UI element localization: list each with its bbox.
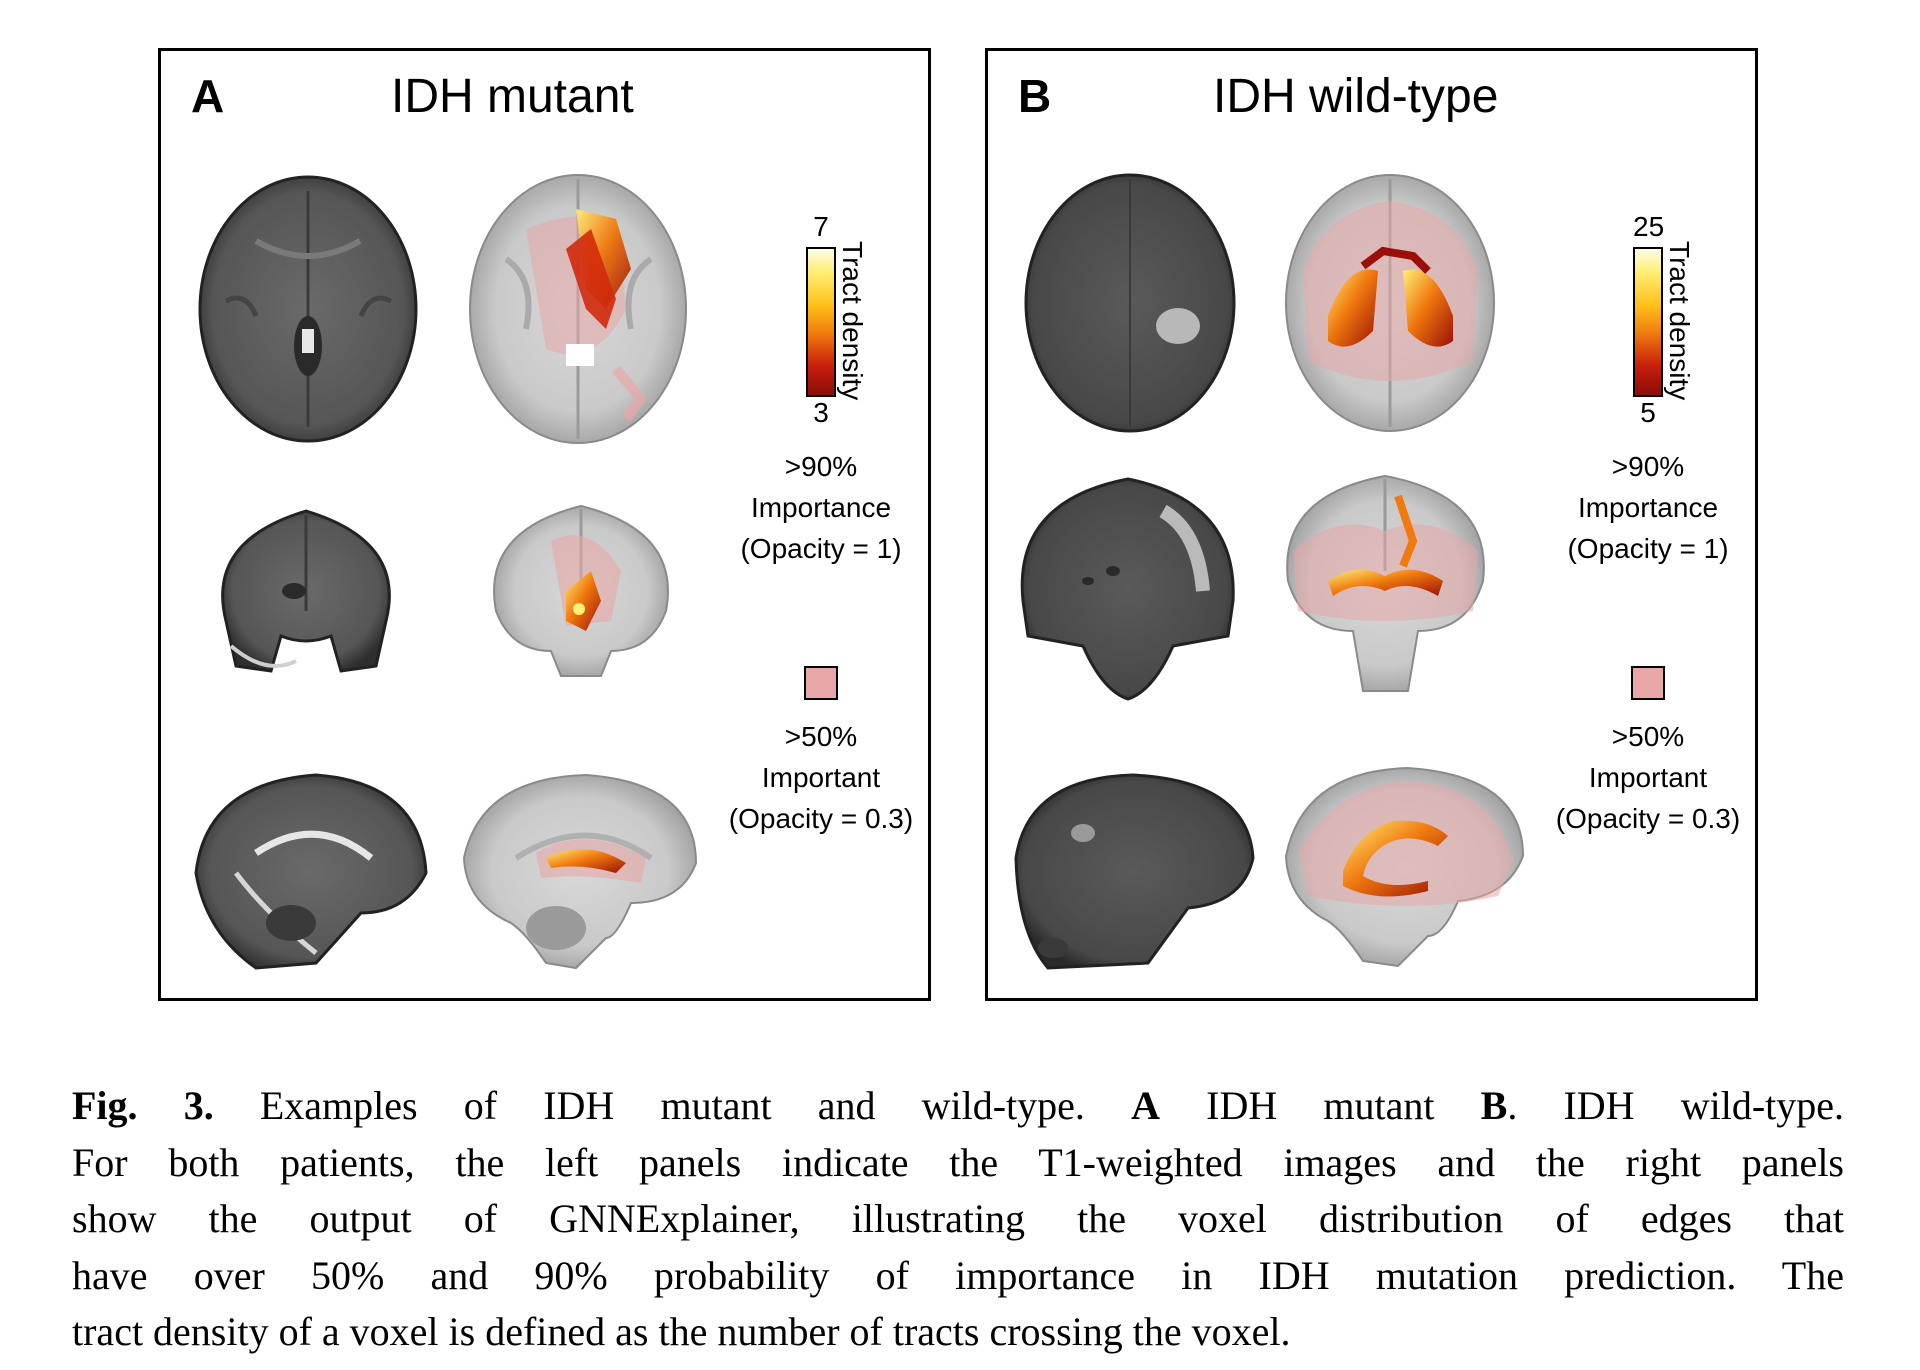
panel-letter: B xyxy=(1018,70,1052,122)
legend-line: >90% xyxy=(784,451,858,482)
gnn-sagittal-image xyxy=(1284,766,1525,968)
t1-axial-image xyxy=(1024,173,1236,433)
legend-line: >50% xyxy=(784,721,858,752)
caption-text: . IDH wild-type. xyxy=(1507,1083,1845,1128)
caption-line: have over 50% and 90% probability of imp… xyxy=(72,1252,1844,1298)
legend-line: Importance xyxy=(750,492,892,523)
t1-sagittal-image xyxy=(194,773,428,970)
colorbar-gradient xyxy=(1633,247,1663,397)
panel-title: IDH wild-type xyxy=(1213,70,1499,123)
legend-line: (Opacity = 1) xyxy=(740,533,902,564)
colorbar-max: 7 xyxy=(813,211,829,242)
legend-high-importance: >90% Importance (Opacity = 1) xyxy=(1533,446,1763,569)
colorbar-gradient xyxy=(806,247,836,397)
colorbar-min: 5 xyxy=(1640,397,1656,428)
legend-line: >50% xyxy=(1611,721,1685,752)
panel-b: B IDH wild-type xyxy=(985,48,1758,1001)
caption-line: Fig. 3. Examples of IDH mutant and wild-… xyxy=(72,1078,1844,1135)
panel-title: IDH mutant xyxy=(391,70,634,123)
panel-letter: A xyxy=(191,70,225,122)
caption-text: IDH mutant xyxy=(1159,1083,1481,1128)
colorbar-min: 3 xyxy=(813,397,829,428)
legend-line: Important xyxy=(1588,762,1708,793)
gnn-coronal-image xyxy=(1286,474,1485,692)
legend-pink-swatch xyxy=(1631,666,1665,700)
caption-bold-a: A xyxy=(1131,1083,1160,1128)
t1-coronal-image xyxy=(221,509,391,673)
panel-a: A IDH mutant xyxy=(158,48,931,1001)
legend-line: >90% xyxy=(1611,451,1685,482)
caption-bold-b: B xyxy=(1480,1083,1508,1128)
caption-fig-label: Fig. 3. xyxy=(72,1083,214,1128)
colorbar-label: Tract density xyxy=(1664,241,1695,401)
legend-low-importance: >50% Important (Opacity = 0.3) xyxy=(1533,716,1763,839)
gnn-coronal-image xyxy=(493,504,669,677)
legend-low-importance: >50% Important (Opacity = 0.3) xyxy=(706,716,936,839)
gnn-sagittal-image xyxy=(462,773,698,970)
colorbar-max: 25 xyxy=(1633,211,1665,242)
legend-line: Important xyxy=(761,762,881,793)
caption-line: tract density of a voxel is defined as t… xyxy=(72,1309,1291,1354)
legend-line: (Opacity = 1) xyxy=(1567,533,1729,564)
legend-line: Importance xyxy=(1577,492,1719,523)
gnn-axial-image xyxy=(1285,174,1495,432)
colorbar-label: Tract density xyxy=(837,241,868,401)
caption-text: Examples of IDH mutant and wild-type. xyxy=(213,1083,1132,1128)
gnn-axial-image xyxy=(469,174,687,444)
t1-coronal-image xyxy=(1020,477,1235,701)
figure-caption: Fig. 3. Examples of IDH mutant and wild-… xyxy=(72,1078,1844,1361)
legend-line: (Opacity = 0.3) xyxy=(1555,803,1741,834)
legend-pink-swatch xyxy=(804,666,838,700)
legend-line: (Opacity = 0.3) xyxy=(728,803,914,834)
t1-sagittal-image xyxy=(1014,773,1255,970)
t1-axial-image xyxy=(198,175,418,443)
caption-line: For both patients, the left panels indic… xyxy=(72,1139,1844,1185)
legend-high-importance: >90% Importance (Opacity = 1) xyxy=(706,446,936,569)
caption-line: show the output of GNNExplainer, illustr… xyxy=(72,1196,1844,1241)
